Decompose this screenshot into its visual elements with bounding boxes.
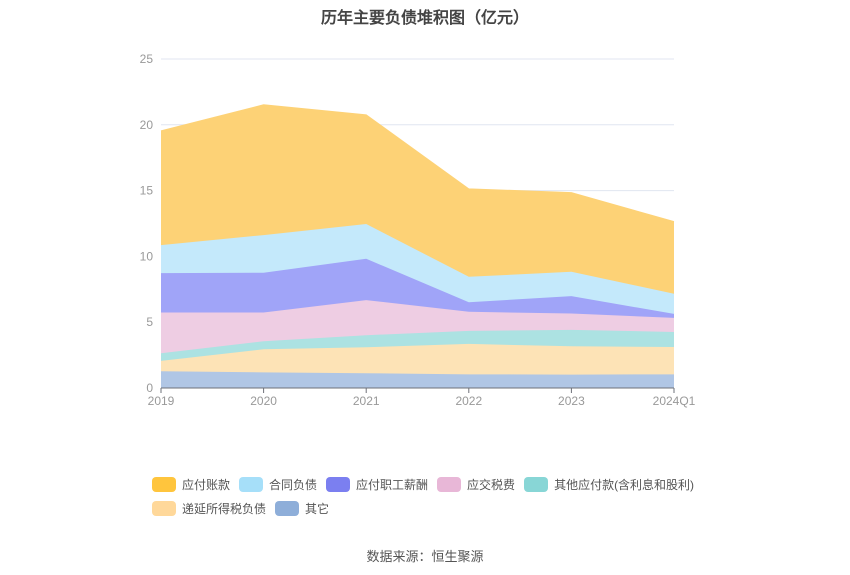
legend-swatch — [524, 476, 549, 492]
x-tick-label: 2023 — [558, 394, 585, 408]
legend-item[interactable]: 递延所得税负债 — [152, 496, 266, 520]
y-tick-label: 5 — [146, 315, 153, 329]
legend-label: 其它 — [305, 501, 330, 516]
legend-swatch — [437, 476, 462, 492]
y-tick-label: 20 — [140, 118, 154, 132]
legend-item[interactable]: 应交税费 — [437, 472, 515, 496]
legend: 应付账款 合同负债 应付职工薪酬 应交税费 其他应付款(含利息和股利) 递延所得税负债 其它 — [152, 472, 732, 520]
area-series-5 — [161, 224, 674, 314]
x-tick-label: 2020 — [250, 394, 277, 408]
x-tick-label: 2024Q1 — [653, 394, 696, 408]
area-series-2 — [161, 329, 674, 361]
area-series-4 — [161, 258, 674, 318]
legend-label: 合同负债 — [269, 477, 318, 492]
y-tick-label: 10 — [140, 249, 154, 263]
legend-item[interactable]: 其他应付款(含利息和股利) — [524, 472, 694, 496]
chart-title: 历年主要负债堆积图（亿元） — [320, 10, 529, 27]
legend-label: 应付账款 — [182, 477, 231, 492]
y-tick-label: 25 — [140, 52, 154, 66]
y-tick-label: 0 — [146, 381, 153, 395]
legend-label: 递延所得税负债 — [182, 501, 267, 516]
legend-label: 应交税费 — [467, 477, 516, 492]
x-tick-label: 2022 — [455, 394, 482, 408]
legend-item[interactable]: 合同负债 — [239, 472, 317, 496]
legend-item[interactable]: 其它 — [275, 496, 329, 520]
legend-swatch — [152, 500, 176, 516]
area-series-0 — [161, 371, 674, 388]
legend-label: 其他应付款(含利息和股利) — [554, 477, 695, 492]
x-tick-label: 2019 — [148, 394, 175, 408]
legend-item[interactable]: 应付账款 — [152, 472, 230, 496]
legend-item[interactable]: 应付职工薪酬 — [326, 472, 428, 496]
area-series-1 — [161, 343, 674, 375]
x-tick-label: 2021 — [353, 394, 380, 408]
legend-label: 应付职工薪酬 — [356, 477, 429, 492]
source-note: 数据来源：恒生聚源 — [366, 549, 484, 564]
area-series-6 — [161, 104, 674, 294]
legend-swatch — [239, 476, 264, 492]
legend-swatch — [275, 500, 300, 516]
y-tick-label: 15 — [140, 184, 154, 198]
legend-swatch — [152, 476, 176, 492]
area-series-line-6 — [160, 104, 675, 223]
legend-swatch — [326, 476, 351, 492]
